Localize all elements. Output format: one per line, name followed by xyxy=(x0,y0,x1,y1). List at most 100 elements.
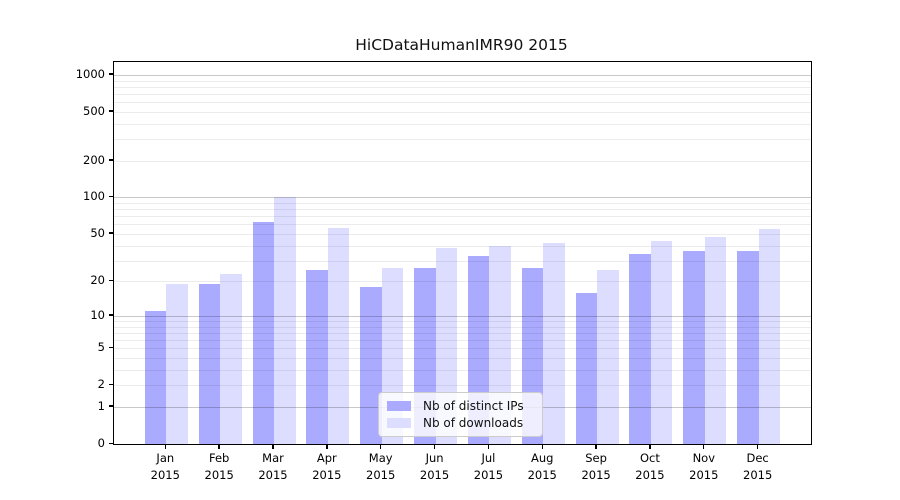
gridline-y-100 xyxy=(114,197,811,199)
y-tick-label-0: 0 xyxy=(97,436,105,450)
x-tick-label-oct: Oct 2015 xyxy=(635,451,665,482)
gridline-y-20 xyxy=(114,281,811,283)
y-tick-mark-2 xyxy=(108,383,113,386)
x-tick-label-feb: Feb 2015 xyxy=(204,451,234,482)
bar-downloads-apr xyxy=(327,228,350,444)
gridline-y-40 xyxy=(114,245,811,247)
gridline-y-2 xyxy=(114,385,811,387)
gridline-y-5 xyxy=(114,348,811,350)
gridline-y-90 xyxy=(114,203,811,205)
x-tick-mark-nov xyxy=(703,444,705,449)
x-tick-label-apr: Apr 2015 xyxy=(312,451,342,482)
y-tick-mark-1000 xyxy=(108,73,113,75)
gridline-y-9 xyxy=(114,321,811,322)
bar-downloads-jan xyxy=(166,283,188,444)
bar-downloads-oct xyxy=(650,240,673,444)
x-tick-mark-mar xyxy=(272,444,274,449)
y-tick-label-10: 10 xyxy=(90,307,105,322)
x-tick-mark-may xyxy=(380,444,382,449)
x-tick-label-dec: Dec 2015 xyxy=(743,451,773,482)
legend-swatch-distinct-ips xyxy=(387,400,411,411)
bar-downloads-nov xyxy=(704,237,727,444)
legend: Nb of distinct IPs Nb of downloads xyxy=(378,392,543,437)
bar-downloads-feb xyxy=(220,274,242,444)
gridline-y-60 xyxy=(114,224,811,226)
x-tick-label-jul: Jul 2015 xyxy=(473,451,504,482)
gridline-y-10 xyxy=(114,315,811,317)
legend-entry-distinct-ips: Nb of distinct IPs xyxy=(387,399,534,413)
y-tick-mark-1 xyxy=(108,405,113,407)
bar-downloads-aug xyxy=(543,243,565,444)
y-tick-mark-10 xyxy=(108,314,113,316)
gridline-y-6 xyxy=(114,340,811,342)
y-tick-label-1000: 1000 xyxy=(75,66,105,81)
x-tick-label-mar: Mar 2015 xyxy=(258,451,288,482)
gridline-y-400 xyxy=(114,123,811,125)
x-tick-mark-apr xyxy=(326,444,328,449)
bar-distinct-ips-may xyxy=(360,286,382,444)
x-tick-label-jan: Jan 2015 xyxy=(150,451,180,482)
bar-distinct-ips-apr xyxy=(306,269,328,444)
x-tick-mark-jul xyxy=(487,444,490,449)
y-tick-mark-5 xyxy=(108,346,113,349)
gridline-y-50 xyxy=(114,233,811,235)
x-tick-mark-oct xyxy=(649,444,651,449)
y-tick-label-500: 500 xyxy=(83,103,105,118)
gridline-y-1000 xyxy=(114,74,811,76)
x-tick-mark-sep xyxy=(595,444,597,449)
plot-canvas xyxy=(114,62,811,444)
bar-downloads-sep xyxy=(597,269,619,444)
bar-distinct-ips-nov xyxy=(683,251,705,444)
x-tick-mark-jun xyxy=(433,444,436,449)
bar-distinct-ips-dec xyxy=(737,251,759,444)
gridline-y-500 xyxy=(114,111,811,113)
x-tick-label-may: May 2015 xyxy=(366,451,396,482)
chart-title: HiCDataHumanIMR90 2015 xyxy=(355,36,568,54)
y-tick-mark-100 xyxy=(108,195,113,198)
y-tick-label-2: 2 xyxy=(97,377,105,392)
y-tick-label-100: 100 xyxy=(83,189,105,204)
bar-distinct-ips-sep xyxy=(575,292,598,444)
legend-label-downloads: Nb of downloads xyxy=(423,416,524,431)
bar-distinct-ips-jan xyxy=(144,311,167,444)
legend-label-distinct-ips: Nb of distinct IPs xyxy=(423,398,524,413)
x-tick-label-jun: Jun 2015 xyxy=(419,451,450,482)
bar-distinct-ips-mar xyxy=(252,221,274,444)
gridline-y-70 xyxy=(114,216,811,218)
x-tick-mark-dec xyxy=(756,444,759,449)
y-tick-label-50: 50 xyxy=(90,225,105,240)
x-tick-mark-aug xyxy=(541,444,543,449)
x-tick-mark-feb xyxy=(218,444,220,449)
x-tick-mark-jan xyxy=(164,444,166,449)
y-tick-mark-200 xyxy=(108,159,113,161)
x-tick-label-sep: Sep 2015 xyxy=(581,451,611,482)
gridline-y-8 xyxy=(114,326,811,328)
gridline-y-7 xyxy=(114,332,811,334)
bar-downloads-dec xyxy=(758,228,781,444)
y-tick-mark-50 xyxy=(108,232,113,234)
bar-downloads-mar xyxy=(274,197,296,444)
gridline-y-4 xyxy=(114,358,811,360)
gridline-y-900 xyxy=(114,80,811,82)
y-tick-mark-500 xyxy=(108,110,113,112)
bar-distinct-ips-feb xyxy=(198,283,221,444)
y-tick-label-1: 1 xyxy=(97,398,105,413)
y-tick-mark-0 xyxy=(108,442,113,444)
bar-distinct-ips-oct xyxy=(629,254,651,444)
y-tick-mark-20 xyxy=(108,279,113,282)
legend-swatch-downloads xyxy=(387,418,411,429)
gridline-y-200 xyxy=(114,160,811,162)
x-tick-label-aug: Aug 2015 xyxy=(527,451,557,482)
gridline-y-600 xyxy=(114,102,811,104)
gridline-y-3 xyxy=(114,369,811,371)
gridline-y-700 xyxy=(114,93,811,95)
gridline-y-300 xyxy=(114,139,811,141)
y-tick-label-5: 5 xyxy=(97,340,105,355)
gridline-y-80 xyxy=(114,209,811,211)
y-tick-label-200: 200 xyxy=(83,152,105,167)
legend-entry-downloads: Nb of downloads xyxy=(387,416,534,430)
plot-area xyxy=(113,61,812,445)
gridline-y-30 xyxy=(114,260,811,262)
gridline-y-800 xyxy=(114,86,811,88)
